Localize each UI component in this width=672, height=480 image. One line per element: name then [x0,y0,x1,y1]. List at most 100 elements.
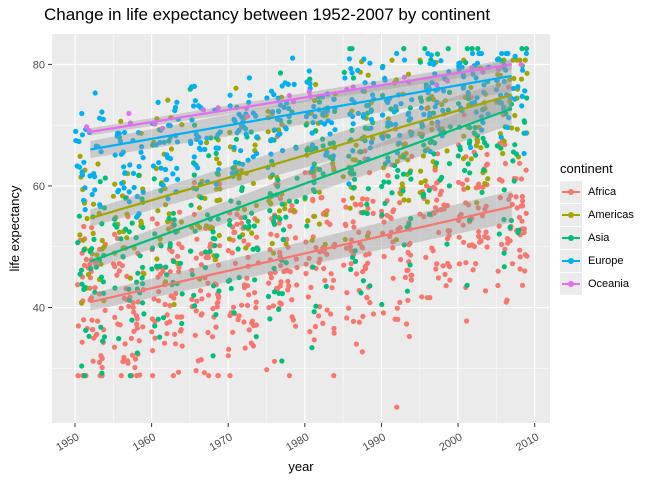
point-asia [444,241,450,247]
point-asia [496,231,502,237]
point-asia [351,171,357,177]
point-europe [160,182,166,188]
point-asia [276,306,282,312]
point-africa [134,325,140,331]
point-asia [482,140,488,146]
point-africa [437,191,443,198]
point-europe [158,165,164,171]
point-asia [98,274,105,280]
legend-key-dot [568,280,574,287]
point-africa [330,277,337,283]
point-europe [216,167,222,173]
point-africa [470,267,476,273]
point-asia [310,264,316,270]
legend-key-dot [568,234,574,241]
point-africa [137,372,143,378]
point-africa [392,316,398,322]
point-europe [281,104,287,110]
legend-label: Asia [588,231,610,244]
point-africa [366,170,373,176]
point-africa [390,208,396,215]
point-europe [192,162,198,168]
point-africa [112,231,118,237]
point-europe [435,119,441,125]
point-africa [360,196,366,202]
point-asia [501,250,507,256]
point-asia [158,243,164,249]
point-europe [246,75,252,81]
point-asia [157,263,163,269]
point-africa [476,233,482,239]
point-asia [214,253,220,259]
point-europe [191,83,197,89]
point-americas [418,180,424,186]
point-asia [360,210,366,216]
point-europe [350,121,356,127]
point-europe [421,111,427,117]
point-africa [134,321,140,327]
point-europe [240,161,246,167]
point-africa [286,283,292,289]
point-asia [408,216,414,222]
point-asia [406,221,412,227]
point-asia [249,210,255,216]
point-americas [216,232,222,239]
point-asia [139,196,145,202]
point-americas [439,101,445,108]
point-asia [385,133,391,139]
point-asia [191,303,198,309]
point-africa [96,359,103,365]
point-europe [350,148,356,154]
point-americas [250,180,256,186]
point-asia [407,262,413,268]
point-africa [318,195,324,201]
point-asia [510,158,516,164]
point-asia [227,217,233,224]
point-americas [512,112,518,119]
point-africa [495,268,501,274]
point-americas [425,105,431,111]
point-europe [114,133,120,139]
point-asia [127,373,133,379]
point-africa [390,245,396,251]
point-africa [131,309,137,315]
point-europe [350,113,356,119]
point-americas [155,208,161,214]
point-africa [464,177,470,183]
point-americas [495,82,501,88]
point-europe [238,148,244,154]
point-asia [400,188,406,194]
point-americas [518,76,525,82]
point-asia [349,127,355,133]
point-africa [305,294,311,300]
point-americas [196,205,203,211]
point-africa [331,373,337,379]
point-asia [352,248,358,254]
point-africa [189,296,195,302]
point-asia [133,235,139,241]
point-europe [349,70,355,76]
point-europe [312,113,318,120]
point-americas [94,252,100,258]
point-americas [401,141,407,148]
x-tick-label: 1980 [284,431,311,454]
point-americas [323,212,329,218]
point-africa [320,320,326,326]
point-asia [139,264,146,270]
point-asia [82,373,88,379]
point-europe [480,119,486,126]
legend-label: Americas [588,208,634,221]
point-africa [397,200,403,206]
point-africa [348,248,354,254]
point-asia [204,212,211,218]
point-africa [438,207,444,213]
point-africa [331,330,337,336]
point-europe [355,110,361,116]
point-americas [99,237,105,244]
point-asia [316,166,323,173]
point-africa [458,211,464,217]
point-africa [483,229,489,235]
point-asia [89,246,95,252]
point-asia [358,149,364,155]
